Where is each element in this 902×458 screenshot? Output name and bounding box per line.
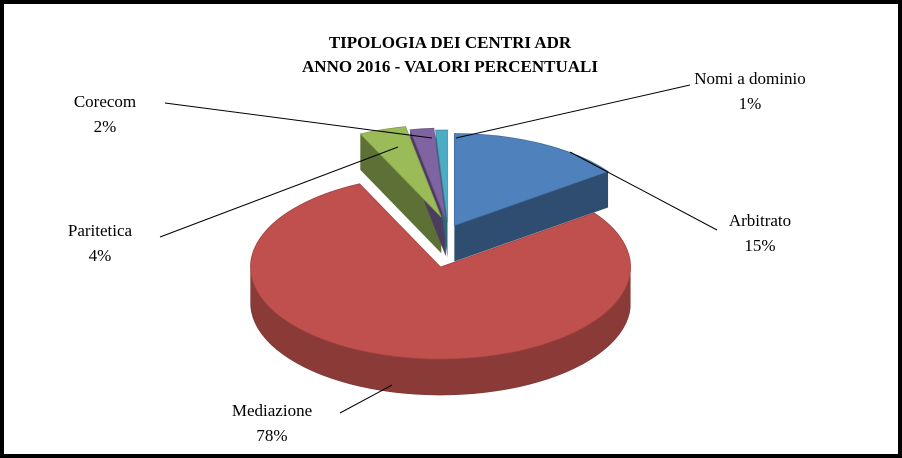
slice-value-label: 78% (256, 426, 287, 445)
pie-slice (409, 127, 447, 221)
slice-value-label: 4% (89, 246, 112, 265)
slice-wall (454, 171, 609, 262)
pie-slice (435, 129, 448, 223)
chart-subtitle: ANNO 2016 - VALORI PERCENTUALI (302, 57, 598, 76)
slice-label: Arbitrato (729, 211, 791, 230)
leader-line (339, 384, 393, 414)
pie-slice (359, 126, 442, 218)
leader-line (164, 102, 433, 139)
slice-wall (360, 133, 442, 254)
slice-label: Paritetica (68, 221, 133, 240)
slice-label: Nomi a dominio (694, 69, 805, 88)
slice-label: Corecom (74, 92, 136, 111)
pie-slice (250, 183, 631, 360)
slice-value-label: 15% (744, 236, 775, 255)
leader-line (569, 151, 718, 231)
leader-line (455, 84, 691, 139)
slice-value-label: 1% (739, 94, 762, 113)
chart-title: TIPOLOGIA DEI CENTRI ADR (329, 33, 572, 52)
pie-slice (453, 133, 609, 227)
slice-label: Mediazione (232, 401, 312, 420)
slice-value-label: 2% (94, 117, 117, 136)
leader-line (159, 146, 399, 238)
